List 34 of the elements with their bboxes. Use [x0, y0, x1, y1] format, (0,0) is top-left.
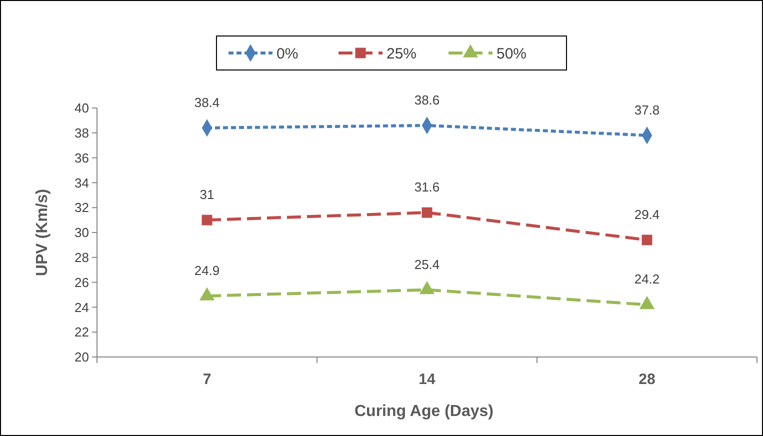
legend-label: 50%: [496, 45, 527, 62]
data-label: 24.2: [634, 272, 660, 287]
legend-label: 25%: [386, 45, 417, 62]
data-label: 29.4: [634, 206, 660, 222]
data-label: 24.9: [194, 262, 220, 278]
point: [199, 287, 215, 300]
data-label: 37.8: [634, 102, 660, 118]
data-label: 25.4: [414, 256, 440, 272]
y-tick-label: 24: [74, 300, 89, 315]
data-label: 38.4: [194, 94, 220, 110]
y-tick-label: 36: [74, 150, 89, 166]
y-tick-label: 34: [74, 175, 89, 190]
data-label: 31.6: [414, 180, 440, 195]
point: [419, 280, 435, 294]
y-tick-label: 22: [74, 324, 89, 340]
data-label: 38.6: [414, 92, 440, 108]
x-axis-title: Curing Age (Days): [354, 403, 494, 420]
legend-label: 0%: [276, 45, 298, 62]
y-tick-label: 30: [74, 225, 89, 240]
y-axis-title: UPV (Km/s): [34, 188, 51, 276]
y-tick-label: 40: [74, 100, 89, 116]
x-tick-label: 7: [202, 371, 212, 388]
point: [422, 207, 432, 218]
point: [642, 234, 652, 246]
x-tick-label: 28: [638, 371, 656, 388]
point: [639, 296, 655, 310]
y-tick-label: 20: [74, 350, 89, 365]
y-tick-label: 38: [74, 125, 89, 140]
y-tick-label: 28: [74, 250, 89, 265]
point: [202, 214, 212, 226]
data-label: 31: [200, 187, 214, 202]
x-tick-label: 14: [418, 371, 436, 388]
y-tick-label: 32: [74, 200, 89, 216]
y-tick-label: 26: [74, 274, 89, 290]
